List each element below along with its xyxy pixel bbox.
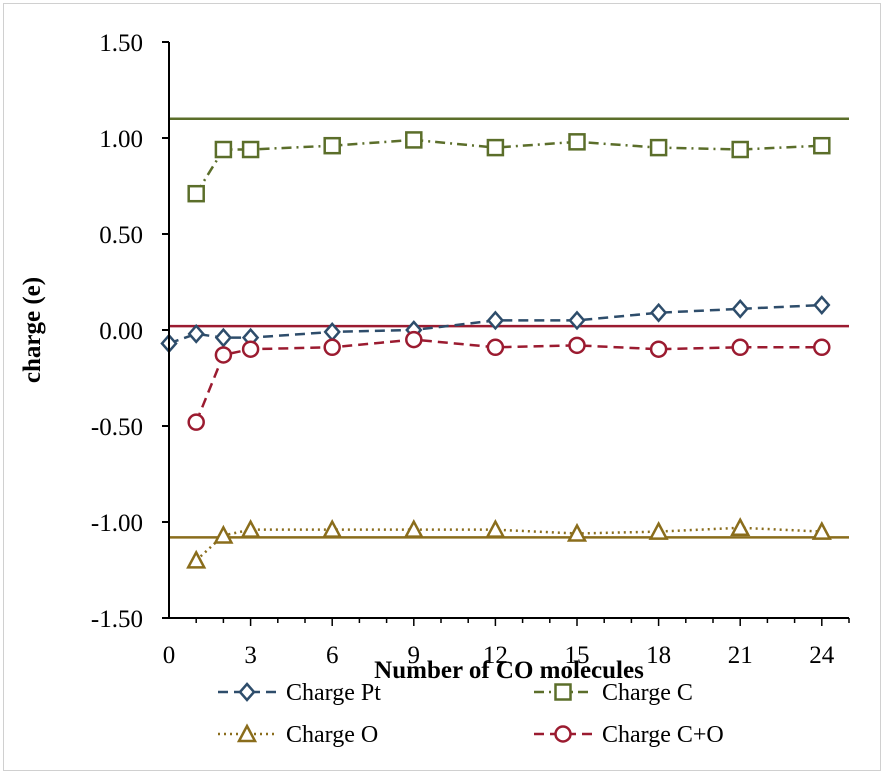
x-axis-title: Number of CO molecules	[374, 657, 644, 684]
data-point	[486, 310, 505, 331]
legend-label: Charge C	[602, 680, 693, 706]
legend-label: Charge Pt	[286, 680, 381, 706]
legend-marker	[236, 723, 258, 743]
data-point	[648, 520, 669, 540]
data-point	[323, 338, 341, 357]
legend-marker	[554, 683, 572, 701]
chart-frame: 1.50 1.00 0.50 0.00 -0.50 -1.00 -1.50 0 3 6 9 12 15 1…	[3, 3, 881, 771]
data-point	[241, 340, 260, 358]
y-axis-title: charge (e)	[19, 277, 46, 383]
series-3	[187, 330, 831, 431]
x-tick-label: 3	[244, 642, 257, 669]
series-line-2	[195, 526, 822, 562]
data-point	[813, 136, 831, 155]
legend-item-1: Charge C	[534, 680, 693, 706]
data-point	[240, 519, 261, 538]
data-point	[403, 519, 424, 538]
data-point	[649, 340, 668, 358]
legend-label: Charge C+O	[602, 722, 724, 748]
data-point	[214, 140, 233, 159]
data-point	[811, 520, 832, 540]
line-chart: 1.50 1.00 0.50 0.00 -0.50 -1.00 -1.50 0 3 6 9 12 15 1…	[19, 30, 850, 748]
series-1	[187, 131, 831, 203]
data-point	[486, 338, 505, 357]
data-point	[485, 519, 506, 538]
legend-marker	[554, 725, 572, 743]
data-point	[731, 338, 749, 357]
x-tick-label: 24	[809, 642, 835, 669]
data-point	[731, 298, 749, 319]
axes	[162, 41, 850, 626]
x-tick-label: 15	[565, 642, 590, 669]
data-point	[214, 327, 233, 348]
y-tick-label: -0.50	[91, 414, 143, 441]
data-point	[649, 302, 668, 323]
data-point	[186, 549, 207, 569]
x-tick-label: 0	[163, 642, 176, 669]
tick-labels: 1.50 1.00 0.50 0.00 -0.50 -1.00 -1.50 0 3 6 9 12 15 1…	[91, 30, 835, 669]
legend-marker	[238, 682, 256, 702]
data-point	[813, 295, 831, 315]
x-tick-label: 6	[326, 642, 339, 669]
legend-item-3: Charge C+O	[534, 722, 724, 748]
data-point	[731, 140, 749, 159]
y-tick-label: -1.50	[91, 606, 143, 633]
data-point	[730, 517, 751, 537]
data-point	[214, 346, 233, 364]
data-point	[187, 413, 205, 431]
data-point	[187, 184, 205, 203]
legend: Charge Pt Charge C Charge O Charge C+O	[218, 680, 724, 748]
y-tick-label: 0.00	[99, 318, 143, 345]
y-tick-label: 1.50	[99, 30, 143, 57]
data-point	[405, 131, 423, 149]
data-point	[405, 330, 423, 349]
data-point	[241, 140, 260, 159]
data-point	[486, 138, 505, 157]
data-point	[649, 138, 668, 157]
x-tick-label: 9	[408, 642, 421, 669]
series-line-1	[195, 138, 822, 195]
y-tick-label: 0.50	[99, 222, 143, 249]
legend-item-2: Charge O	[218, 722, 378, 748]
data-point	[566, 522, 588, 542]
series-layer	[160, 131, 832, 569]
data-point	[568, 310, 586, 331]
data-point	[213, 524, 234, 544]
data-point	[568, 336, 586, 355]
legend-item-0: Charge Pt	[218, 680, 381, 706]
y-tick-label: -1.00	[91, 510, 143, 537]
data-point	[322, 519, 343, 538]
x-tick-label: 12	[483, 642, 508, 669]
y-tick-label: 1.00	[99, 126, 143, 153]
data-point	[187, 323, 205, 344]
legend-label: Charge O	[286, 722, 378, 748]
data-point	[323, 136, 341, 155]
series-2	[186, 517, 832, 569]
reference-lines	[169, 117, 849, 539]
x-tick-label: 18	[646, 642, 671, 669]
series-line-3	[195, 338, 822, 423]
data-point	[568, 133, 586, 151]
data-point	[813, 338, 831, 357]
x-tick-label: 21	[728, 642, 753, 669]
